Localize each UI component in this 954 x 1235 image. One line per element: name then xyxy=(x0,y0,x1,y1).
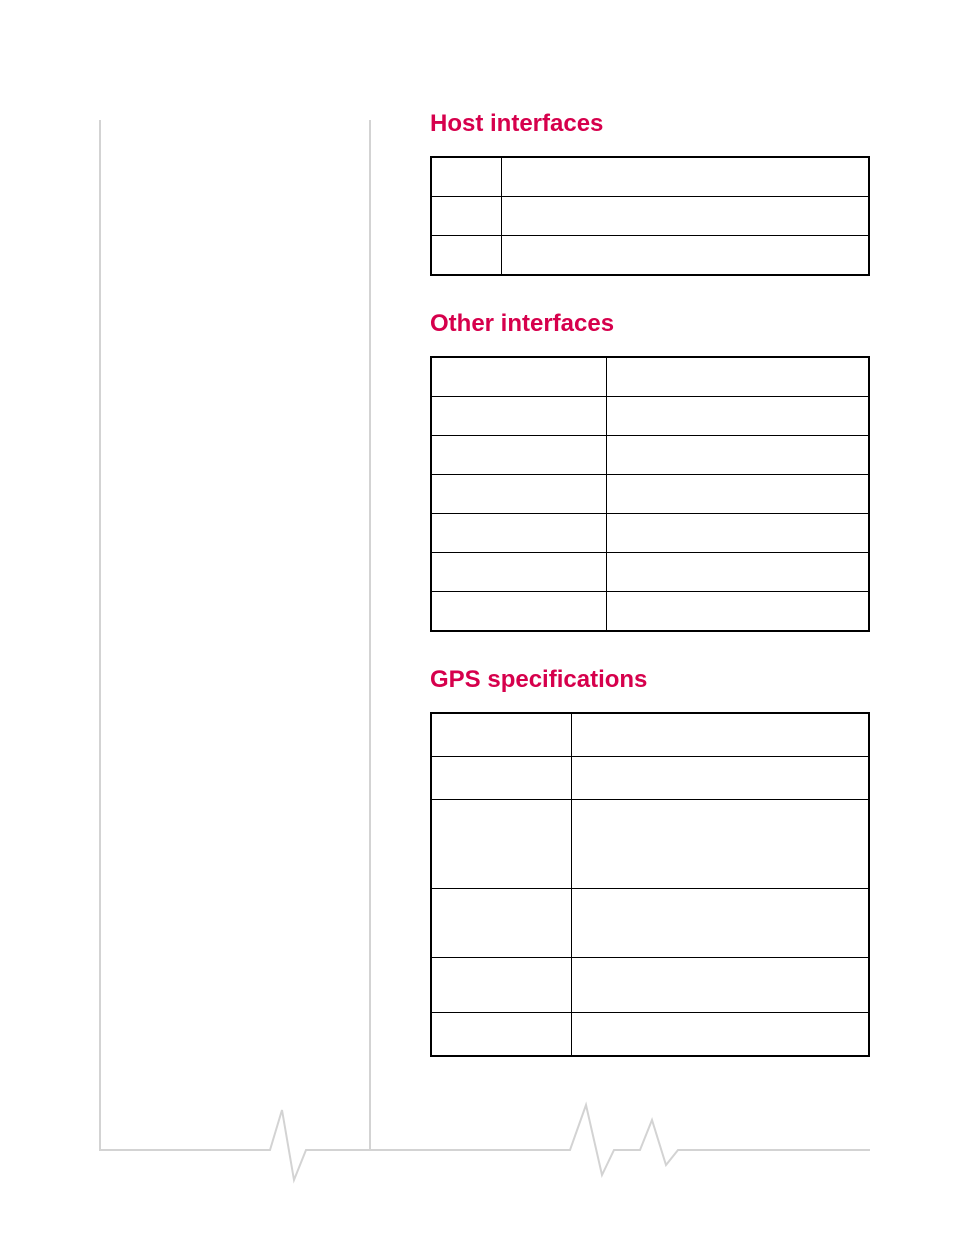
cell xyxy=(431,592,606,632)
table-row xyxy=(431,553,869,592)
cell xyxy=(431,475,606,514)
cell xyxy=(431,553,606,592)
table-row xyxy=(431,197,869,236)
table-gps-specifications xyxy=(430,712,870,1057)
cell xyxy=(431,713,571,757)
cell xyxy=(571,1013,869,1057)
cell xyxy=(431,197,501,236)
cell xyxy=(501,157,869,197)
table-row xyxy=(431,357,869,397)
table-host-interfaces xyxy=(430,156,870,276)
cell xyxy=(431,1013,571,1057)
heading-other-interfaces: Other interfaces xyxy=(430,310,870,338)
table-row xyxy=(431,475,869,514)
table-row xyxy=(431,592,869,632)
table-row xyxy=(431,958,869,1013)
cell xyxy=(571,800,869,889)
table-row xyxy=(431,889,869,958)
heading-gps-specifications: GPS specifications xyxy=(430,666,870,694)
table-row xyxy=(431,713,869,757)
cell xyxy=(606,514,869,553)
table-row xyxy=(431,436,869,475)
table-row xyxy=(431,800,869,889)
section-host-interfaces: Host interfaces xyxy=(430,110,870,276)
cell xyxy=(571,958,869,1013)
cell xyxy=(431,157,501,197)
table-row xyxy=(431,236,869,276)
cell xyxy=(606,475,869,514)
table-row xyxy=(431,157,869,197)
cell xyxy=(431,436,606,475)
cell xyxy=(501,236,869,276)
cell xyxy=(571,889,869,958)
table-row xyxy=(431,757,869,800)
cell xyxy=(431,357,606,397)
cell xyxy=(431,958,571,1013)
table-other-interfaces xyxy=(430,356,870,632)
cell xyxy=(606,436,869,475)
cell xyxy=(571,757,869,800)
cell xyxy=(571,713,869,757)
section-gps-specifications: GPS specifications xyxy=(430,666,870,1057)
table-row xyxy=(431,397,869,436)
section-other-interfaces: Other interfaces xyxy=(430,310,870,632)
cell xyxy=(431,397,606,436)
cell xyxy=(431,236,501,276)
cell xyxy=(606,357,869,397)
cell xyxy=(606,592,869,632)
heading-host-interfaces: Host interfaces xyxy=(430,110,870,138)
table-row xyxy=(431,514,869,553)
cell xyxy=(501,197,869,236)
cell xyxy=(431,800,571,889)
cell xyxy=(431,514,606,553)
cell xyxy=(606,553,869,592)
table-row xyxy=(431,1013,869,1057)
cell xyxy=(606,397,869,436)
cell xyxy=(431,889,571,958)
cell xyxy=(431,757,571,800)
content-area: Host interfaces Other interfaces xyxy=(430,110,870,1091)
